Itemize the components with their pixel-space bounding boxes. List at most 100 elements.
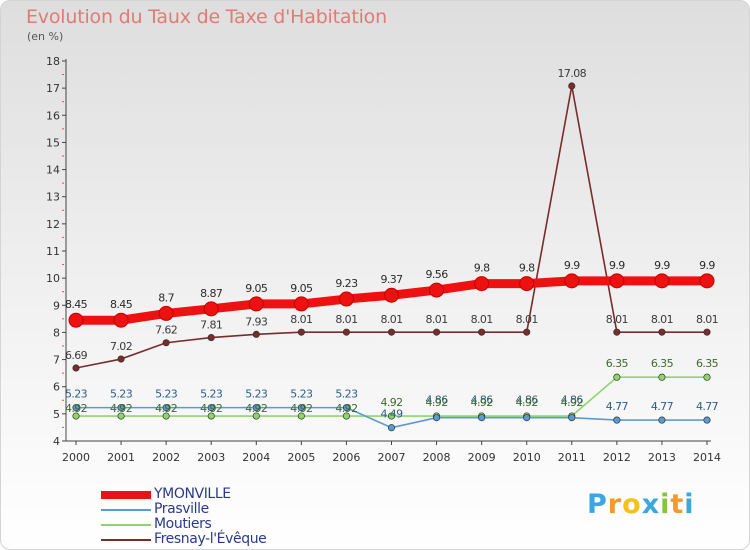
data-point [113,312,129,328]
data-point [72,412,80,420]
data-point [523,328,531,336]
data-label: 4.92 [516,396,538,409]
data-label: 9.9 [654,259,670,272]
data-point [338,291,354,307]
x-tick-label: 2012 [603,451,631,464]
data-label: 9.8 [474,262,490,275]
data-label: 6.69 [65,349,88,362]
data-label: 9.9 [564,259,580,272]
data-point [523,414,531,422]
data-label: 4.92 [335,402,357,415]
data-point [342,412,350,420]
y-tick-label: 5 [53,408,60,421]
data-label: 5.23 [65,388,88,401]
data-point [68,312,84,328]
data-point [297,412,305,420]
data-point [703,416,711,424]
data-point [613,373,621,381]
x-tick-label: 2007 [378,451,406,464]
data-label: 9.05 [245,282,268,295]
data-label: 9.23 [335,277,358,290]
data-point [478,328,486,336]
data-label: 4.86 [561,394,584,407]
data-point [162,339,170,347]
data-label: 8.01 [290,313,312,326]
data-label: 9.8 [519,262,535,275]
x-tick-label: 2010 [513,451,541,464]
data-point [72,364,80,372]
x-tick-label: 2014 [693,451,721,464]
data-label: 4.92 [380,396,402,409]
data-label: 7.81 [200,319,222,332]
y-tick-label: 18 [46,55,60,68]
data-point [158,305,174,321]
data-label: 5.23 [335,388,358,401]
legend-swatch-moutiers [101,524,151,526]
data-label: 4.86 [516,394,539,407]
data-label: 6.35 [651,357,674,370]
y-tick-label: 17 [46,82,60,95]
data-label: 17.08 [558,67,587,80]
chart-title: Evolution du Taux de Taxe d'Habitation [26,6,387,28]
y-tick-label: 9 [53,299,60,312]
legend-label-ymonville: YMONVILLE [154,486,231,502]
data-point [699,273,715,289]
data-point [519,276,535,292]
data-label: 4.49 [380,408,403,421]
data-label: 8.01 [335,313,357,326]
data-point [207,404,215,412]
legend-swatch-prasville [101,509,151,511]
data-label: 9.9 [699,259,715,272]
data-label: 7.62 [155,324,177,337]
data-point [248,296,264,312]
legend-label-moutiers: Moutiers [154,516,212,532]
data-point [568,82,576,90]
data-label: 6.35 [696,357,719,370]
proxiti-logo: Proxiti [587,489,695,520]
x-tick-label: 2004 [242,451,270,464]
y-tick-label: 11 [46,245,60,258]
data-point [117,412,125,420]
data-point [613,328,621,336]
data-point [658,373,666,381]
data-label: 4.86 [426,394,449,407]
data-point [568,414,576,422]
y-tick-label: 16 [46,109,60,122]
data-label: 8.01 [651,313,673,326]
data-label: 5.23 [110,388,133,401]
data-label: 9.56 [426,268,449,281]
data-label: 7.93 [245,315,268,328]
data-label: 4.92 [561,396,583,409]
data-point [342,328,350,336]
legend-swatch-ymonville [101,491,151,499]
data-point [207,412,215,420]
data-label: 4.92 [290,402,312,415]
data-point [433,414,441,422]
data-label: 8.01 [696,313,718,326]
data-label: 7.02 [110,340,132,353]
legend-label-prasville: Prasville [154,501,209,517]
x-tick-label: 2006 [332,451,360,464]
data-point [658,416,666,424]
data-point [387,424,396,432]
data-point [658,328,666,336]
data-label: 4.92 [471,396,493,409]
data-label: 9.37 [380,273,403,286]
data-point [252,412,260,420]
data-point [207,334,215,342]
logo-letter: r [607,489,623,520]
y-tick-label: 7 [53,354,60,367]
data-label: 4.92 [65,402,87,415]
data-point [117,404,125,412]
data-point [613,416,621,424]
data-label: 4.92 [110,402,132,415]
data-label: 4.92 [426,396,448,409]
data-label: 4.92 [155,402,177,415]
data-label: 8.01 [471,313,493,326]
data-point [429,282,445,298]
logo-letter: o [622,489,642,520]
x-tick-label: 2011 [558,451,586,464]
y-tick-label: 6 [53,381,60,394]
